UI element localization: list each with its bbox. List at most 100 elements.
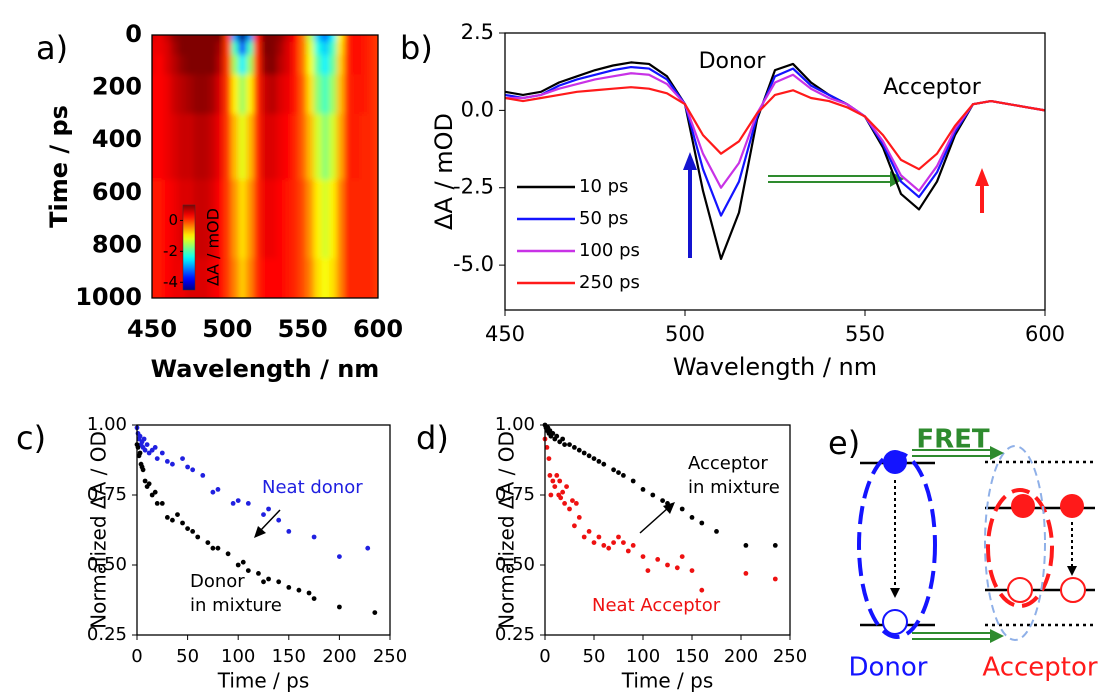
plot-frame <box>544 424 791 636</box>
panel-label: e) <box>828 424 860 462</box>
heat-cell <box>170 258 179 298</box>
heat-cell <box>359 179 368 260</box>
point <box>560 436 566 442</box>
heat-cell <box>208 113 217 181</box>
point <box>564 484 569 489</box>
heat-cell <box>253 179 262 260</box>
heat-cell <box>178 54 187 75</box>
heat-cell <box>283 179 292 260</box>
heat-cell <box>163 41 172 56</box>
point <box>567 442 572 447</box>
point <box>205 540 211 545</box>
heat-cell <box>336 54 345 75</box>
point <box>576 447 582 453</box>
heat-cell <box>283 113 292 181</box>
heat-cell <box>152 54 157 75</box>
series-label: Donor in mixture <box>190 571 282 617</box>
heat-cell <box>200 35 209 43</box>
y-tick-label: 0.25 <box>495 624 535 645</box>
heat-cell <box>216 179 225 260</box>
heat-cell <box>306 179 315 260</box>
heat-cell <box>351 35 360 43</box>
heat-cell <box>374 54 378 75</box>
heat-cell <box>344 41 353 56</box>
heat-cell <box>306 35 315 43</box>
point <box>674 565 680 571</box>
heat-cell <box>298 179 307 260</box>
heat-cell <box>261 179 270 260</box>
heat-cell <box>344 74 353 115</box>
heat-cell <box>178 74 187 115</box>
point <box>640 554 646 559</box>
x-axis-label: Wavelength / nm <box>151 355 380 383</box>
point <box>266 576 271 582</box>
heat-cell <box>276 35 285 43</box>
x-tick-label: 150 <box>675 646 709 667</box>
heat-cell <box>170 35 179 43</box>
point <box>137 450 143 456</box>
point <box>190 529 196 534</box>
point <box>699 587 705 593</box>
heat-cell <box>155 179 164 260</box>
x-tick-label: 450 <box>485 322 525 346</box>
heat-cell <box>223 258 232 298</box>
heat-cell <box>155 74 164 115</box>
heat-cell <box>276 179 285 260</box>
y-tick-label: 800 <box>92 230 142 258</box>
point <box>190 467 196 473</box>
line <box>504 65 1046 217</box>
heat-cell <box>329 41 338 56</box>
point <box>772 576 778 582</box>
heat-cell <box>216 113 225 181</box>
colorbar <box>182 204 196 291</box>
heat-cell <box>193 258 202 298</box>
heat-cell <box>291 35 300 43</box>
point <box>679 506 685 512</box>
heat-cell <box>261 113 270 181</box>
heat-cell <box>246 113 255 181</box>
heat-cell <box>178 258 187 298</box>
heat-cell <box>359 41 368 56</box>
heat-cell <box>366 35 375 43</box>
heat-cell <box>178 113 187 181</box>
heat-cell <box>155 54 164 75</box>
x-tick-label: 500 <box>665 322 705 346</box>
point <box>601 461 607 467</box>
point <box>772 543 778 548</box>
point <box>276 579 282 585</box>
heat-cell <box>155 113 164 181</box>
y-tick-label: 0.50 <box>87 554 127 575</box>
y-tick-label: 0.50 <box>495 554 535 575</box>
heat-cell <box>336 179 345 260</box>
point <box>261 512 266 517</box>
heat-cell <box>152 179 157 260</box>
point <box>576 515 582 520</box>
x-tick-label: 550 <box>278 315 328 343</box>
heat-cell <box>329 113 338 181</box>
heat-cell <box>152 35 157 43</box>
point <box>225 551 231 557</box>
point <box>743 571 749 576</box>
heat-cell <box>193 35 202 43</box>
heat-cell <box>344 113 353 181</box>
colorbar-tick-label: -2 <box>163 242 178 260</box>
point <box>665 501 670 506</box>
heatmap-cells <box>152 35 378 298</box>
point <box>195 534 201 540</box>
heat-cell <box>185 74 194 115</box>
point <box>714 529 719 534</box>
point <box>557 478 563 484</box>
series-label: Neat donor <box>262 477 363 498</box>
heat-cell <box>208 258 217 298</box>
y-tick-label: 1.00 <box>495 414 535 435</box>
heat-cell <box>321 35 330 43</box>
heat-cell <box>351 74 360 115</box>
heat-cell <box>321 74 330 115</box>
y-axis-label: Normalized ΔA / OD <box>495 431 519 629</box>
heat-cell <box>321 258 330 298</box>
point <box>230 501 236 506</box>
heat-cell <box>193 74 202 115</box>
heat-cell <box>253 41 262 56</box>
heat-cell <box>163 258 172 298</box>
